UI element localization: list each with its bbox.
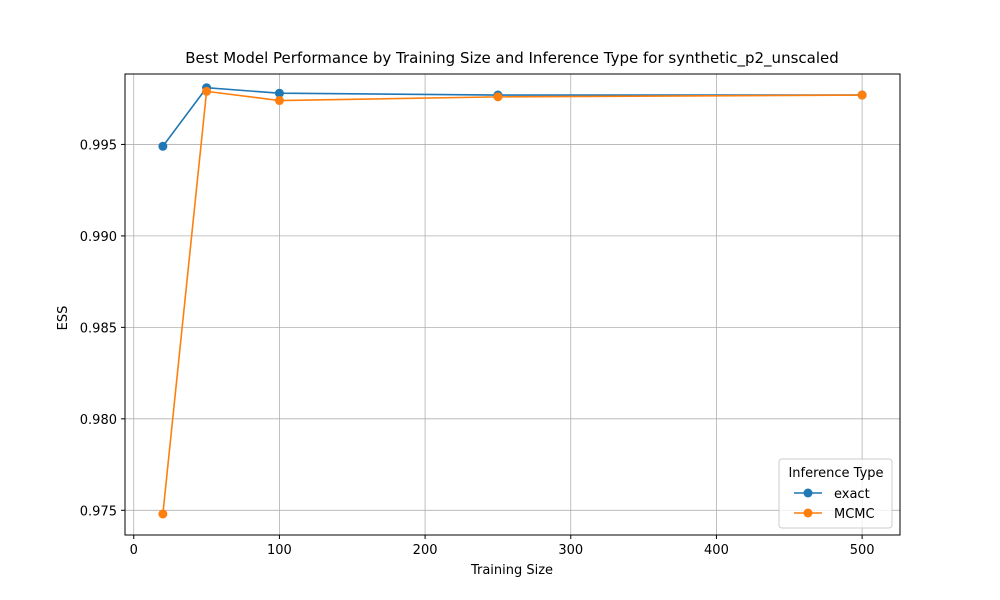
x-tick-label: 200: [413, 543, 438, 558]
data-point-mcmc: [493, 92, 503, 102]
y-tick-label: 0.975: [80, 504, 117, 519]
data-point-exact: [274, 88, 284, 98]
data-point-mcmc: [857, 90, 867, 100]
y-axis-label: ESS: [56, 306, 71, 331]
y-tick-label: 0.985: [80, 321, 117, 336]
series-layer: [158, 83, 867, 519]
legend: Inference Type exact MCMC: [778, 458, 893, 529]
legend-label-mcmc: MCMC: [834, 507, 875, 522]
data-point-mcmc: [158, 509, 168, 519]
y-tick-label: 0.990: [80, 230, 117, 245]
x-axis-label: Training Size: [470, 563, 553, 578]
legend-marker-mcmc: [803, 508, 813, 518]
legend-label-exact: exact: [834, 487, 870, 502]
chart-title: Best Model Performance by Training Size …: [185, 49, 839, 68]
x-tick-label: 300: [558, 543, 583, 558]
y-tick-label: 0.980: [80, 413, 117, 428]
data-point-exact: [158, 141, 168, 151]
data-point-mcmc: [202, 86, 212, 96]
legend-items: exact MCMC: [794, 487, 875, 522]
y-tick-label: 0.995: [80, 138, 117, 153]
plot-frame: [124, 73, 901, 536]
legend-title: Inference Type: [788, 466, 883, 481]
grid-lines: [125, 74, 900, 535]
x-tick-label: 500: [850, 543, 875, 558]
data-point-mcmc: [274, 96, 284, 106]
x-tick-label: 0: [130, 543, 138, 558]
tick-layer: 0 100 200 300 400 500 0.975 0.980 0.985 0.990 0.99…: [80, 138, 875, 558]
x-tick-label: 100: [267, 543, 292, 558]
legend-marker-exact: [803, 488, 813, 498]
x-tick-label: 400: [704, 543, 729, 558]
